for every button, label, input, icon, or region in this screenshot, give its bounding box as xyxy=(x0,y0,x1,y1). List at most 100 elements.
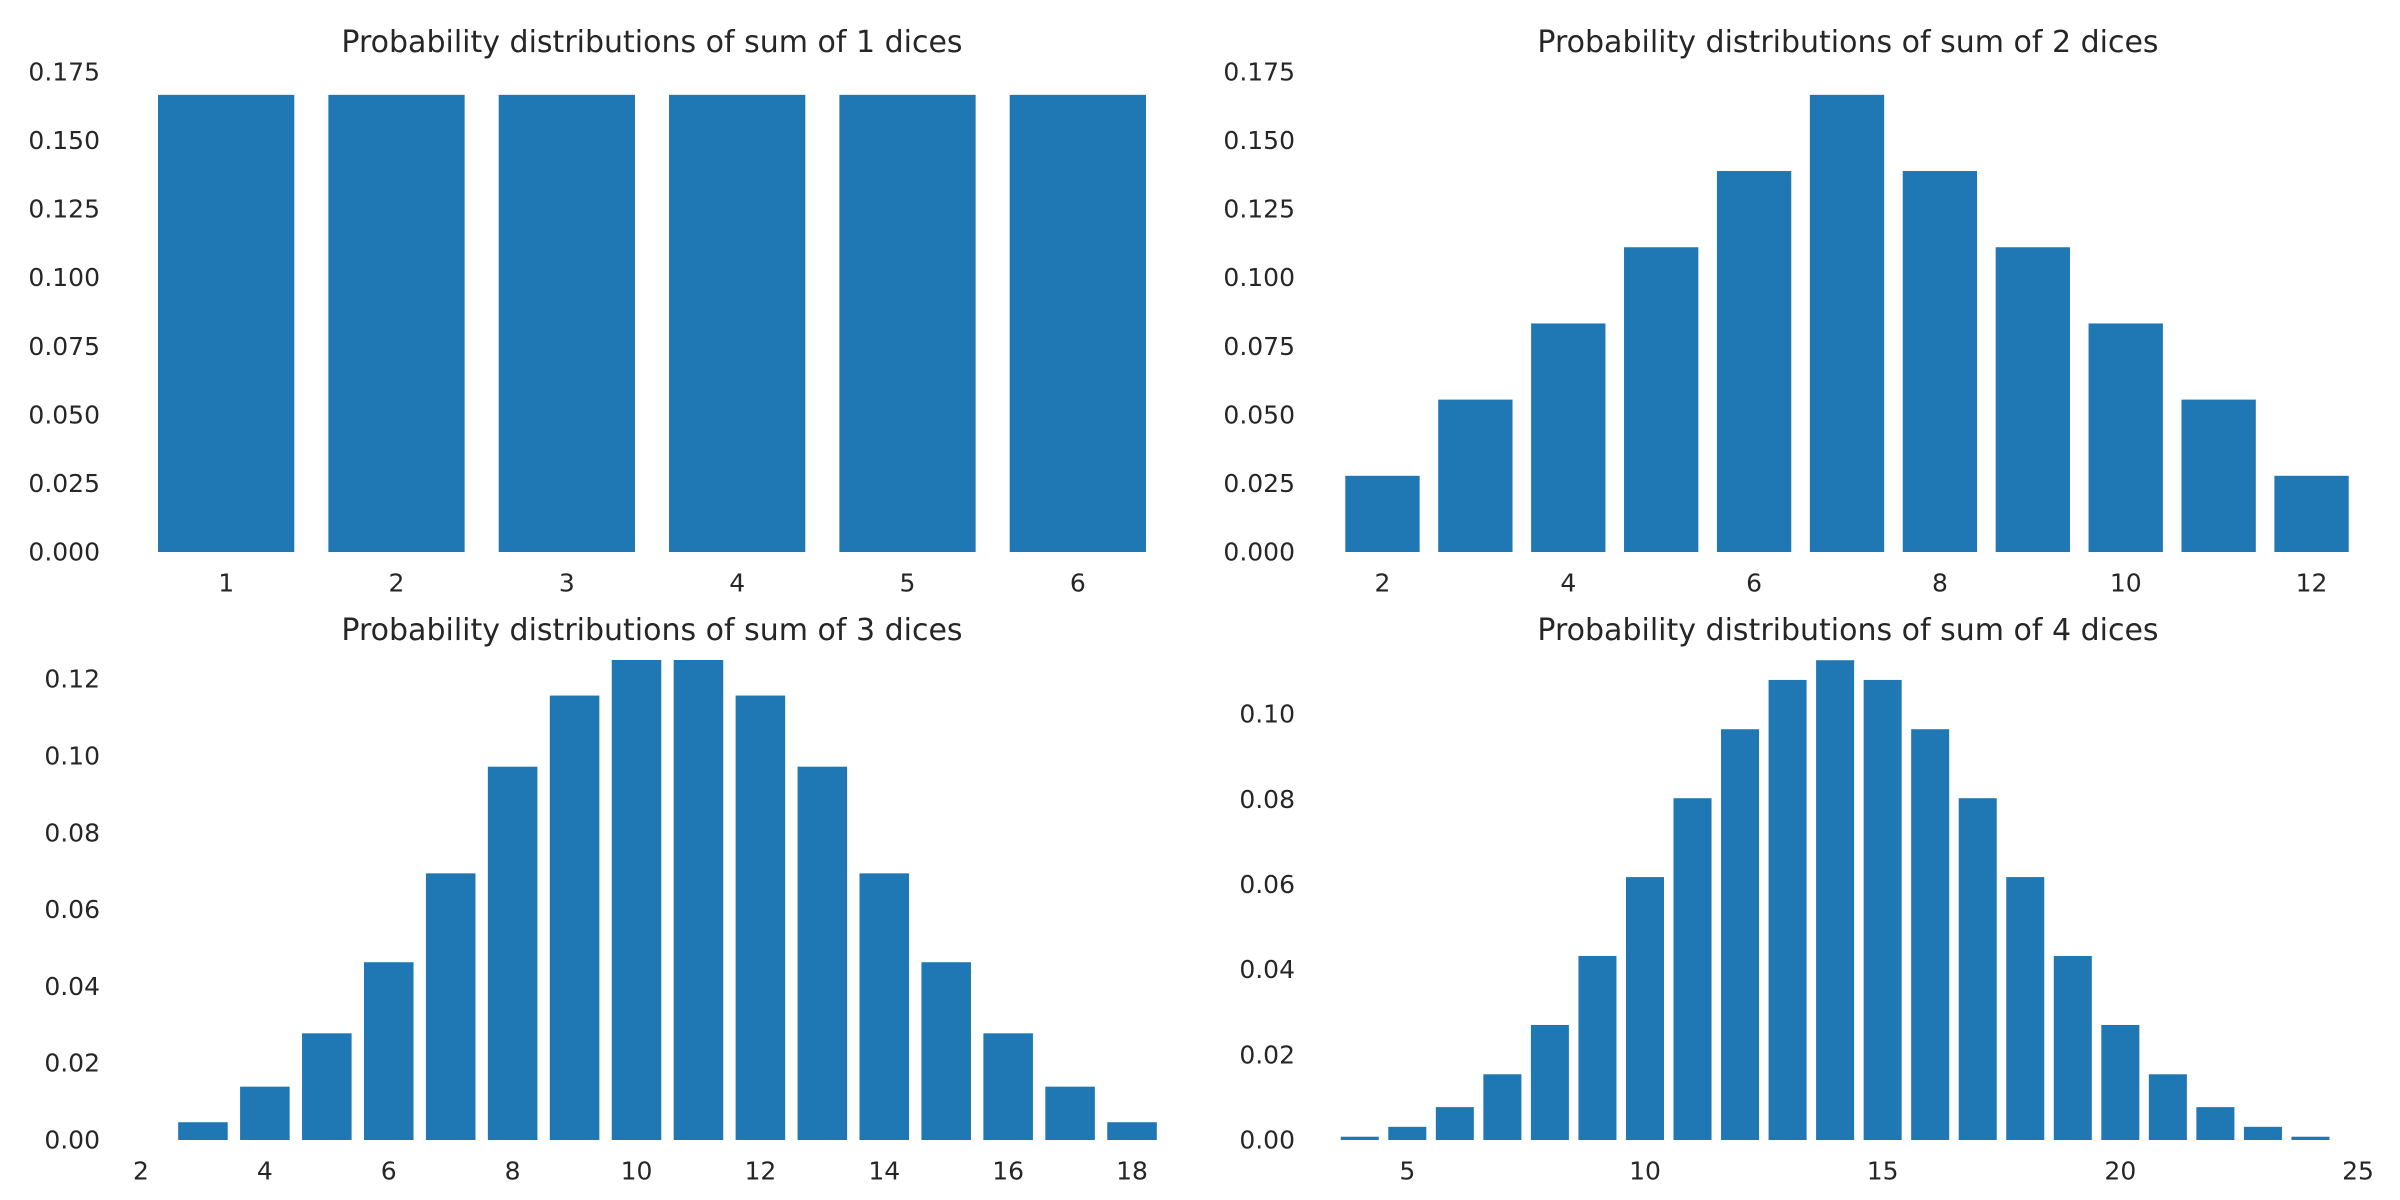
y-tick-label: 0.125 xyxy=(28,195,100,224)
bar-11 xyxy=(2181,399,2256,552)
y-tick-label: 0.075 xyxy=(28,332,100,361)
bar-3 xyxy=(498,94,635,552)
x-tick-label: 1 xyxy=(218,569,234,598)
bar-8 xyxy=(1902,171,1978,553)
bar-11 xyxy=(673,660,724,1140)
bar-23 xyxy=(2243,1126,2282,1140)
bar-18 xyxy=(2006,877,2045,1140)
y-axis-ticks: 0.00 0.02 0.04 0.06 0.08 0.10 xyxy=(1239,700,1295,1155)
x-tick-label: 16 xyxy=(992,1157,1024,1186)
bar-12 xyxy=(2274,475,2349,552)
chart-title: Probability distributions of sum of 3 di… xyxy=(341,613,962,648)
x-tick-label: 8 xyxy=(505,1157,521,1186)
y-tick-label: 0.08 xyxy=(1239,785,1295,814)
bar-3 xyxy=(1438,399,1513,552)
panel-2-dice: Probability distributions of sum of 2 di… xyxy=(1223,25,2349,598)
y-tick-label: 0.050 xyxy=(1223,400,1295,429)
y-tick-label: 0.175 xyxy=(28,58,100,87)
y-tick-label: 0.150 xyxy=(1223,126,1295,155)
x-tick-label: 6 xyxy=(1070,569,1086,598)
bar-2 xyxy=(1345,475,1420,552)
bar-12 xyxy=(735,695,786,1140)
bar-6 xyxy=(363,962,414,1140)
bar-20 xyxy=(2101,1024,2140,1140)
bar-group xyxy=(158,94,1146,552)
x-tick-label: 5 xyxy=(900,569,916,598)
bar-8 xyxy=(487,766,538,1140)
y-tick-label: 0.025 xyxy=(28,469,100,498)
bar-17 xyxy=(1045,1086,1095,1140)
bar-9 xyxy=(549,695,600,1140)
x-axis-ticks: 5 10 15 20 25 xyxy=(1399,1157,2374,1186)
y-tick-label: 0.06 xyxy=(44,895,100,924)
x-axis-ticks: 1 2 3 4 5 6 xyxy=(218,569,1086,598)
x-tick-label: 2 xyxy=(133,1157,149,1186)
y-tick-label: 0.100 xyxy=(1223,263,1295,292)
bar-10 xyxy=(611,660,662,1140)
x-tick-label: 10 xyxy=(2110,569,2142,598)
panel-3-dice: Probability distributions of sum of 3 di… xyxy=(44,613,1157,1186)
bar-9 xyxy=(1578,955,1617,1140)
bar-14 xyxy=(859,873,910,1140)
chart-title: Probability distributions of sum of 4 di… xyxy=(1537,613,2158,648)
x-tick-label: 12 xyxy=(2296,569,2328,598)
bar-5 xyxy=(1624,247,1699,553)
bar-group xyxy=(178,660,1157,1140)
bar-7 xyxy=(1809,94,1885,552)
bar-15 xyxy=(1863,679,1902,1140)
bar-10 xyxy=(1625,877,1664,1140)
chart-title: Probability distributions of sum of 1 di… xyxy=(341,25,962,60)
bar-14 xyxy=(1816,660,1855,1140)
bar-11 xyxy=(1673,798,1712,1140)
x-tick-label: 12 xyxy=(744,1157,776,1186)
bar-24 xyxy=(2291,1136,2330,1140)
x-tick-label: 5 xyxy=(1399,1157,1415,1186)
x-tick-label: 2 xyxy=(389,569,405,598)
bar-21 xyxy=(2148,1074,2187,1140)
bar-4 xyxy=(669,94,806,552)
bar-13 xyxy=(1768,679,1807,1140)
bar-4 xyxy=(1340,1136,1379,1140)
x-tick-label: 15 xyxy=(1867,1157,1899,1186)
bar-2 xyxy=(328,94,465,552)
bar-19 xyxy=(2053,955,2092,1140)
bar-16 xyxy=(1911,729,1950,1140)
y-tick-label: 0.150 xyxy=(28,126,100,155)
bar-18 xyxy=(1107,1122,1157,1140)
bar-13 xyxy=(797,766,848,1140)
x-tick-label: 14 xyxy=(868,1157,900,1186)
bar-6 xyxy=(1716,171,1792,553)
bar-group xyxy=(1345,94,2349,553)
bar-3 xyxy=(178,1122,228,1140)
y-tick-label: 0.075 xyxy=(1223,332,1295,361)
y-tick-label: 0.10 xyxy=(44,742,100,771)
x-tick-label: 6 xyxy=(381,1157,397,1186)
bar-16 xyxy=(983,1033,1033,1140)
bar-1 xyxy=(158,94,295,552)
bar-4 xyxy=(240,1086,290,1140)
y-tick-label: 0.04 xyxy=(1239,955,1295,984)
y-tick-label: 0.025 xyxy=(1223,469,1295,498)
y-tick-label: 0.175 xyxy=(1223,58,1295,87)
y-axis-ticks: 0.00 0.02 0.04 0.06 0.08 0.10 0.12 xyxy=(44,665,100,1155)
bar-6 xyxy=(1435,1107,1474,1140)
x-tick-label: 4 xyxy=(1560,569,1576,598)
bar-9 xyxy=(1995,247,2070,553)
bar-4 xyxy=(1531,323,1606,552)
y-tick-label: 0.10 xyxy=(1239,700,1295,729)
bar-12 xyxy=(1721,729,1760,1140)
y-tick-label: 0.000 xyxy=(1223,538,1295,567)
y-tick-label: 0.04 xyxy=(44,972,100,1001)
x-tick-label: 4 xyxy=(257,1157,273,1186)
panel-1-dice: Probability distributions of sum of 1 di… xyxy=(28,25,1146,598)
y-tick-label: 0.000 xyxy=(28,538,100,567)
x-tick-label: 6 xyxy=(1746,569,1762,598)
y-tick-label: 0.02 xyxy=(44,1049,100,1078)
x-tick-label: 2 xyxy=(1374,569,1390,598)
bar-15 xyxy=(921,962,971,1140)
bar-7 xyxy=(1483,1074,1522,1140)
bar-5 xyxy=(839,94,976,552)
x-tick-label: 20 xyxy=(2104,1157,2136,1186)
bar-5 xyxy=(1388,1126,1427,1140)
bar-group xyxy=(1340,660,2330,1140)
